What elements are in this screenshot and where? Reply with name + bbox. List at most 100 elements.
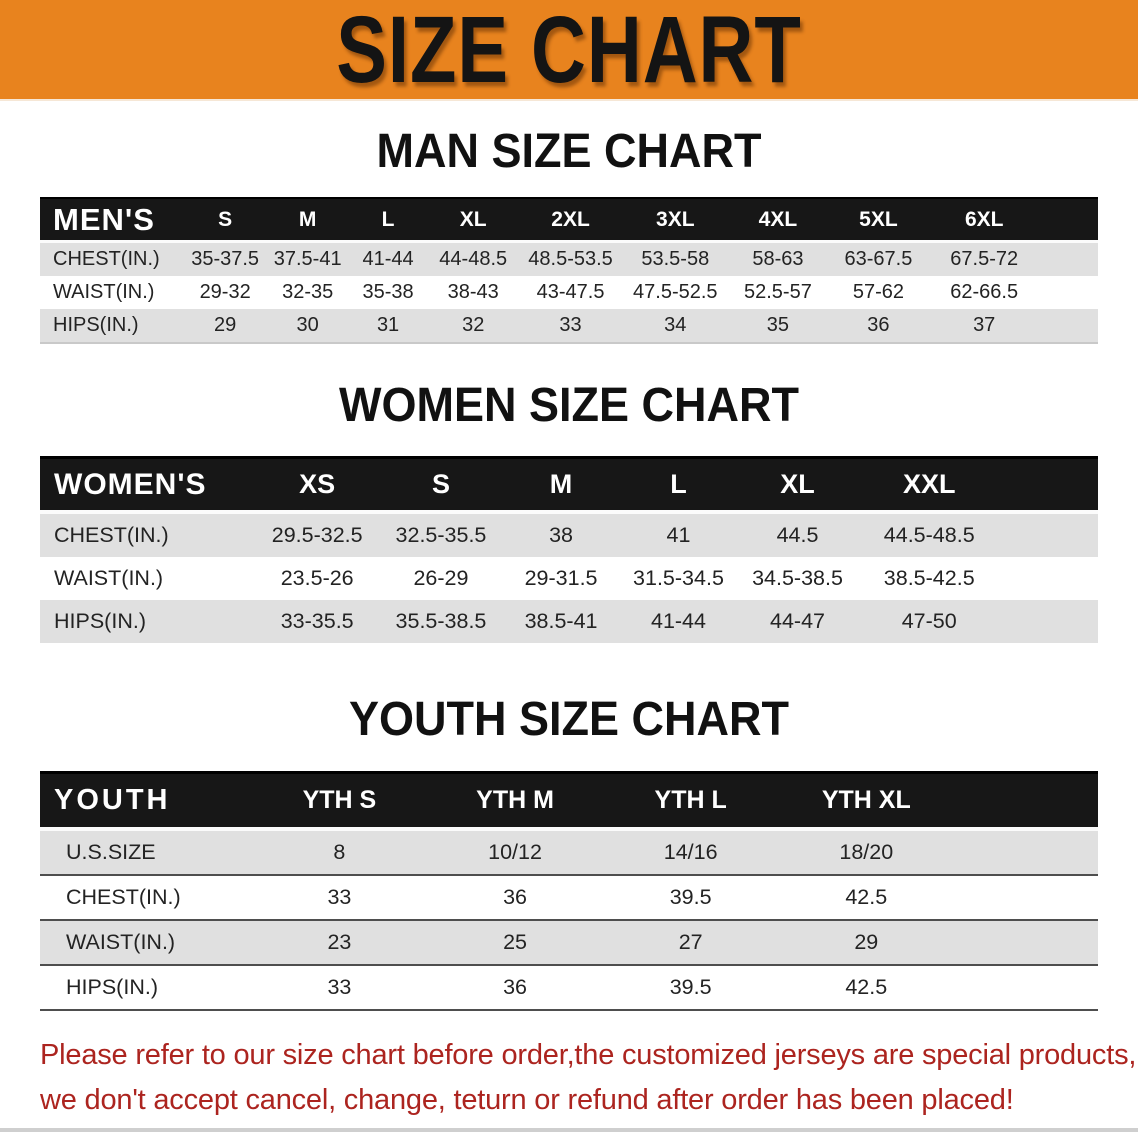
size-column-header: 6XL — [928, 197, 1040, 243]
measurement-row: HIPS(IN.) 33-35.5 35.5-38.5 38.5-41 41-44 44-… — [40, 600, 1098, 643]
measure-cell: 18/20 — [778, 831, 955, 876]
measure-cell: 34.5-38.5 — [737, 557, 858, 600]
disclaimer-line-1: Please refer to our size chart before or… — [40, 1039, 1137, 1071]
youth-section-title: YOUTH SIZE CHART — [0, 690, 1138, 746]
measure-cell: 38.5-42.5 — [857, 557, 1001, 600]
measure-cell: 42.5 — [778, 966, 955, 1011]
measure-cell: 23.5-26 — [254, 557, 380, 600]
measure-cell: 48.5-53.5 — [518, 243, 623, 276]
measure-cell: 62-66.5 — [928, 276, 1040, 309]
row-label: HIPS(IN.) — [40, 966, 252, 1011]
measure-cell: 57-62 — [828, 276, 929, 309]
table-header-row: YOUTH YTH S YTH M YTH L YTH XL — [40, 771, 1098, 831]
row-label: WAIST(IN.) — [40, 557, 255, 600]
size-column-header: M — [502, 456, 620, 514]
filler-cell — [954, 921, 1098, 966]
women-section-title: WOMEN SIZE CHART — [0, 376, 1138, 432]
measure-cell: 44.5 — [737, 514, 858, 557]
row-label: CHEST(IN.) — [40, 243, 183, 276]
measure-cell: 25 — [427, 921, 603, 966]
measure-cell: 39.5 — [602, 876, 779, 921]
row-label: CHEST(IN.) — [40, 514, 255, 557]
size-column-header: 3XL — [622, 197, 728, 243]
measure-cell: 35 — [727, 309, 829, 342]
disclaimer: Please refer to our size chart before or… — [40, 1033, 1138, 1123]
measure-cell: 27 — [602, 921, 779, 966]
measure-cell: 30 — [267, 309, 348, 342]
filler-cell — [954, 831, 1098, 876]
measure-cell: 67.5-72 — [928, 243, 1040, 276]
men-size-table: MEN'S S M L XL 2XL 3XL 4XL 5XL 6XL CHEST(IN.) 35-37… — [40, 197, 1098, 344]
table-header-row: WOMEN'S XS S M L XL XXL — [40, 456, 1098, 514]
measure-cell: 31.5-34.5 — [619, 557, 738, 600]
table-header-row: MEN'S S M L XL 2XL 3XL 4XL 5XL 6XL — [40, 197, 1098, 243]
size-column-header: M — [267, 197, 348, 243]
size-column-header: XXL — [857, 456, 1001, 514]
size-column-header: XL — [737, 456, 858, 514]
measure-cell: 47.5-52.5 — [622, 276, 728, 309]
measure-cell: 29.5-32.5 — [254, 514, 380, 557]
measure-cell: 29-31.5 — [502, 557, 620, 600]
size-column-header: S — [379, 456, 503, 514]
row-label: WAIST(IN.) — [40, 921, 252, 966]
row-label: WAIST(IN.) — [40, 276, 183, 309]
disclaimer-line-2: we don't accept cancel, change, teturn o… — [40, 1084, 1014, 1116]
measure-cell: 36 — [828, 309, 929, 342]
table-header-label: YOUTH — [40, 771, 252, 831]
measure-cell: 35.5-38.5 — [379, 600, 503, 643]
measurement-row: U.S.SIZE 8 10/12 14/16 18/20 — [40, 831, 1098, 876]
measure-cell: 31 — [347, 309, 429, 342]
man-section-title-text: MAN SIZE CHART — [376, 122, 762, 178]
youth-size-table: YOUTH YTH S YTH M YTH L YTH XL U.S.SIZE 8 10/12… — [40, 771, 1098, 1011]
measure-cell: 8 — [251, 831, 428, 876]
measure-cell: 33 — [518, 309, 623, 342]
size-column-header: 5XL — [828, 197, 929, 243]
measure-cell: 10/12 — [427, 831, 603, 876]
measure-cell: 36 — [427, 966, 603, 1011]
measure-cell: 29 — [778, 921, 955, 966]
size-column-header: L — [619, 456, 738, 514]
measurement-row: CHEST(IN.) 33 36 39.5 42.5 — [40, 876, 1098, 921]
measure-cell: 53.5-58 — [622, 243, 728, 276]
measurement-row: CHEST(IN.) 29.5-32.5 32.5-35.5 38 41 44.5 44.5… — [40, 514, 1098, 557]
measurement-row: WAIST(IN.) 23.5-26 26-29 29-31.5 31.5-34.5 34… — [40, 557, 1098, 600]
measure-cell: 44.5-48.5 — [857, 514, 1001, 557]
women-section-title-text: WOMEN SIZE CHART — [339, 376, 799, 432]
measure-cell: 32 — [428, 309, 519, 342]
measurement-row: WAIST(IN.) 29-32 32-35 35-38 38-43 43-47.5 47.… — [40, 276, 1098, 309]
measure-cell: 36 — [427, 876, 603, 921]
size-column-header: YTH L — [602, 771, 779, 831]
measure-cell: 47-50 — [857, 600, 1001, 643]
filler-header-cell — [1039, 197, 1098, 243]
banner-title: SIZE CHART — [336, 0, 802, 102]
row-label: CHEST(IN.) — [40, 876, 252, 921]
measure-cell: 42.5 — [778, 876, 955, 921]
filler-cell — [1000, 557, 1098, 600]
size-column-header: S — [182, 197, 268, 243]
filler-cell — [1000, 514, 1098, 557]
measure-cell: 43-47.5 — [518, 276, 623, 309]
size-column-header: YTH XL — [778, 771, 955, 831]
measure-cell: 33-35.5 — [254, 600, 380, 643]
size-column-header: XS — [254, 456, 380, 514]
measurement-row: WAIST(IN.) 23 25 27 29 — [40, 921, 1098, 966]
measure-cell: 34 — [622, 309, 728, 342]
measurement-row: HIPS(IN.) 29 30 31 32 33 34 35 36 37 — [40, 309, 1098, 342]
size-column-header: L — [347, 197, 429, 243]
measure-cell: 38-43 — [428, 276, 519, 309]
measure-cell: 38.5-41 — [502, 600, 620, 643]
measure-cell: 44-47 — [737, 600, 858, 643]
man-section-title: MAN SIZE CHART — [0, 122, 1138, 178]
filler-cell — [954, 966, 1098, 1011]
measure-cell: 29-32 — [182, 276, 268, 309]
bottom-edge-strip — [0, 1128, 1138, 1132]
measure-cell: 33 — [251, 876, 428, 921]
row-label: HIPS(IN.) — [40, 309, 183, 342]
size-column-header: XL — [428, 197, 519, 243]
measure-cell: 58-63 — [727, 243, 829, 276]
filler-cell — [1000, 600, 1098, 643]
youth-section-title-text: YOUTH SIZE CHART — [348, 690, 789, 746]
size-column-header: 2XL — [518, 197, 623, 243]
measure-cell: 52.5-57 — [727, 276, 829, 309]
